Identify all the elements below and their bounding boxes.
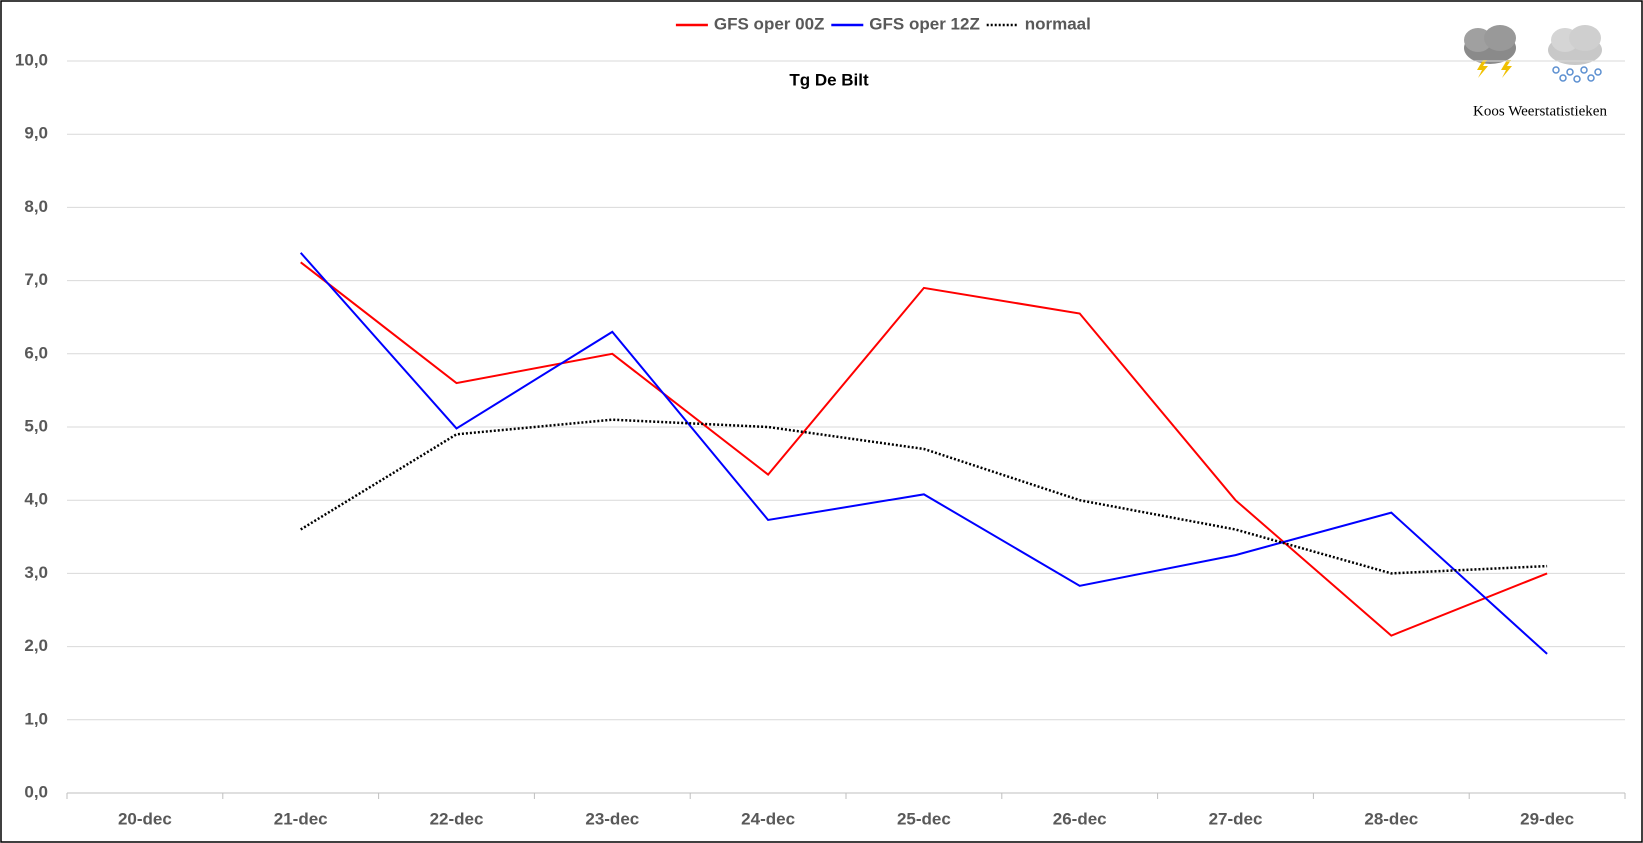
series-line <box>300 418 1548 575</box>
legend-label: normaal <box>1025 14 1091 33</box>
y-tick-label: 5,0 <box>24 416 48 435</box>
y-tick-label: 4,0 <box>24 490 48 509</box>
source-label: Koos Weerstatistieken <box>1473 103 1607 119</box>
x-tick-label: 27-dec <box>1209 809 1263 828</box>
x-tick-label: 24-dec <box>741 809 795 828</box>
x-tick-label: 20-dec <box>118 809 172 828</box>
legend-label: GFS oper 00Z <box>714 14 825 33</box>
y-tick-label: 3,0 <box>24 563 48 582</box>
series-line <box>300 261 1548 637</box>
legend-label: GFS oper 12Z <box>869 14 980 33</box>
x-tick-label: 29-dec <box>1520 809 1574 828</box>
series-line <box>299 252 1548 655</box>
chart-title: Tg De Bilt <box>789 70 869 89</box>
y-tick-label: 0,0 <box>24 782 48 801</box>
x-tick-label: 25-dec <box>897 809 951 828</box>
y-tick-label: 9,0 <box>24 124 48 143</box>
y-tick-label: 10,0 <box>15 50 48 69</box>
y-tick-label: 7,0 <box>24 270 48 289</box>
x-tick-label: 26-dec <box>1053 809 1107 828</box>
x-tick-label: 22-dec <box>430 809 484 828</box>
weather-icons <box>1464 25 1602 83</box>
x-tick-label: 28-dec <box>1364 809 1418 828</box>
x-tick-label: 21-dec <box>274 809 328 828</box>
y-tick-label: 1,0 <box>24 709 48 728</box>
y-tick-label: 8,0 <box>24 197 48 216</box>
y-tick-label: 6,0 <box>24 343 48 362</box>
y-tick-label: 2,0 <box>24 636 48 655</box>
x-tick-label: 23-dec <box>585 809 639 828</box>
